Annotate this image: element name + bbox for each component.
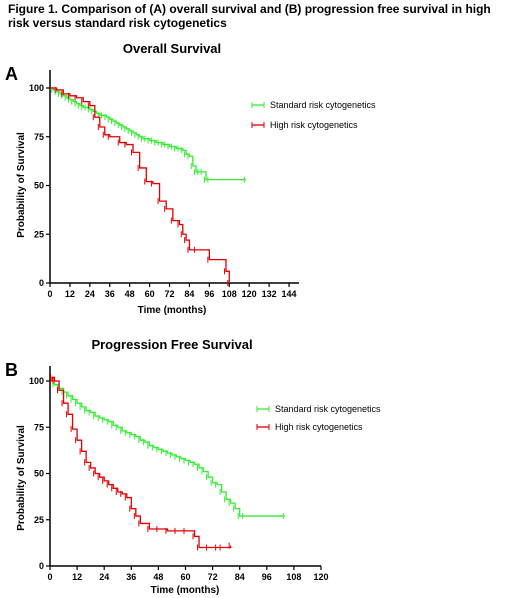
chart-a-y-tick-label: 50 — [34, 181, 44, 191]
chart-b-x-tick-label: 72 — [208, 572, 218, 582]
chart-a-x-tick-label: 144 — [282, 289, 297, 299]
panel-letter-b: B — [5, 360, 18, 380]
chart-a-ylabel: Probability of Survival — [16, 132, 27, 238]
chart-a-legend: Standard risk cytogenetics High risk cyto… — [251, 100, 376, 130]
chart-b-x-tick-label: 48 — [153, 572, 163, 582]
chart-a-y-tick-label: 0 — [39, 278, 44, 288]
chart-a-x-tick-label: 84 — [184, 289, 194, 299]
chart-b-x-tick-label: 84 — [235, 572, 245, 582]
chart-a-legend-label-high: High risk cytogenetics — [270, 120, 358, 130]
chart-a-x-tick-label: 36 — [105, 289, 115, 299]
chart-a-axes: 0 25 50 75 100 0 12 24 36 48 60 72 84 96 108 120 132 144 — [29, 70, 299, 299]
chart-a-series — [50, 86, 246, 286]
chart-b-x-tick-label: 60 — [180, 572, 190, 582]
chart-b-y-tick-label: 50 — [34, 469, 44, 479]
chart-b-legend-label-standard: Standard risk cytogenetics — [275, 404, 381, 414]
panel-letter-a: A — [5, 64, 18, 84]
figure-caption: Figure 1. Comparison of (A) overall surv… — [8, 2, 491, 30]
chart-b-legend-label-high: High risk cytogenetics — [275, 422, 363, 432]
chart-b-axes: 0 25 50 75 100 0 12 24 36 48 60 72 84 96 108 120 — [29, 366, 329, 582]
chart-b-y-tick-label: 100 — [29, 376, 44, 386]
chart-a-xlabel: Time (months) — [138, 305, 207, 316]
chart-b-x-tick-label: 12 — [72, 572, 82, 582]
chart-b-series-standard-line — [50, 380, 285, 517]
chart-a-x-tick-label: 24 — [85, 289, 95, 299]
chart-b-x-tick-label: 96 — [262, 572, 272, 582]
chart-b-x-tick-label: 120 — [313, 572, 328, 582]
chart-a-x-tick-label: 132 — [262, 289, 277, 299]
chart-a-x-tick-label: 60 — [145, 289, 155, 299]
chart-a-y-tick-label: 75 — [34, 132, 44, 142]
panel-a-overall-survival: A Overall Survival Probability of Surviv… — [5, 41, 376, 316]
chart-b-title: Progression Free Survival — [91, 337, 252, 352]
chart-a-x-tick-label: 120 — [242, 289, 257, 299]
chart-a-x-tick-label: 0 — [47, 289, 52, 299]
chart-b-series — [50, 374, 285, 551]
chart-a-series-standard-line — [50, 87, 246, 181]
chart-b-x-tick-label: 24 — [99, 572, 109, 582]
chart-a-legend-label-standard: Standard risk cytogenetics — [270, 100, 376, 110]
chart-b-xlabel: Time (months) — [151, 585, 220, 596]
chart-a-y-tick-label: 100 — [29, 83, 44, 93]
chart-a-y-tick-label: 25 — [34, 229, 44, 239]
chart-b-legend: Standard risk cytogenetics High risk cyto… — [256, 404, 381, 432]
chart-b-x-tick-label: 0 — [47, 572, 52, 582]
chart-a-x-tick-label: 108 — [222, 289, 237, 299]
chart-a-x-tick-label: 48 — [125, 289, 135, 299]
chart-b-x-tick-label: 36 — [126, 572, 136, 582]
chart-b-series-high-line — [50, 376, 232, 549]
chart-b-y-tick-label: 25 — [34, 515, 44, 525]
chart-b-y-tick-label: 75 — [34, 422, 44, 432]
chart-a-x-tick-label: 12 — [65, 289, 75, 299]
chart-b-ylabel: Probability of Survival — [16, 425, 27, 531]
chart-a-title: Overall Survival — [123, 41, 221, 56]
chart-b-x-tick-label: 108 — [286, 572, 301, 582]
chart-b-y-tick-label: 0 — [39, 561, 44, 571]
chart-a-x-tick-label: 72 — [165, 289, 175, 299]
panel-b-progression-free-survival: B Progression Free Survival Probability … — [5, 337, 381, 596]
chart-a-x-tick-label: 96 — [204, 289, 214, 299]
chart-a-series-high-line — [50, 87, 230, 283]
